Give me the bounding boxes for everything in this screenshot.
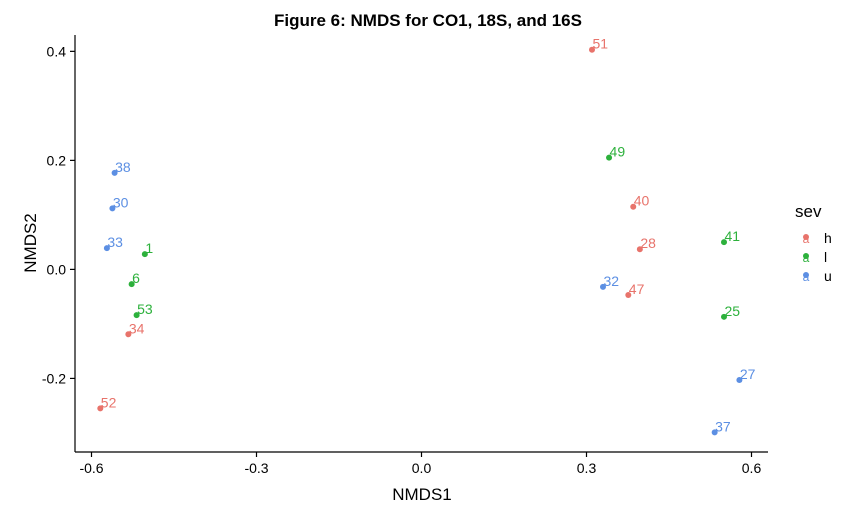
legend-key-dot-h (803, 234, 809, 240)
point-label-49: 49 (610, 144, 626, 160)
point-label-40: 40 (634, 193, 650, 209)
legend-label-h: h (824, 230, 832, 246)
data-point-l-49 (606, 154, 613, 161)
legend-key-dot-u (803, 272, 809, 278)
data-point-u-32 (600, 283, 606, 290)
legend-title: sev (795, 202, 822, 221)
data-point-u-33 (103, 245, 110, 252)
point-label-52: 52 (101, 394, 117, 410)
chart-title: Figure 6: NMDS for CO1, 18S, and 16S (274, 11, 582, 30)
x-tick-label: 0.6 (742, 460, 762, 476)
x-tick-label: 0.3 (577, 460, 597, 476)
x-tick-label: 0.0 (412, 460, 432, 476)
point-label-47: 47 (629, 281, 645, 297)
point-label-27: 27 (740, 366, 756, 382)
legend-key-dot-l (803, 253, 809, 259)
data-point-l-25 (721, 313, 727, 320)
data-point-u-30 (109, 205, 116, 212)
ticks: -0.6 -0.3 0.0 0.3 0.6 -0.2 0.0 0.2 0.4 (42, 43, 762, 476)
data-point-l-1 (141, 251, 148, 258)
x-axis-label: NMDS1 (392, 485, 452, 504)
legend-label-u: u (824, 268, 832, 284)
data-point-l-41 (721, 239, 727, 246)
data-point-u-38 (111, 169, 118, 176)
point-label-37: 37 (715, 418, 731, 434)
axes (74, 35, 768, 453)
point-label-6: 6 (132, 270, 140, 286)
data-point-h-34 (125, 331, 132, 338)
legend: sev ahalau (795, 202, 832, 284)
data-point-h-52 (97, 405, 104, 412)
data-point-h-47 (625, 292, 632, 299)
point-label-32: 32 (604, 273, 620, 289)
data-point-u-37 (711, 429, 718, 436)
point-label-1: 1 (145, 240, 153, 256)
y-tick-label: -0.2 (42, 370, 66, 386)
x-tick-label: -0.3 (244, 460, 268, 476)
legend-label-l: l (824, 249, 827, 265)
point-label-25: 25 (725, 303, 741, 319)
data-point-h-40 (630, 203, 637, 210)
data-point-h-51 (589, 46, 595, 53)
y-tick-label: 0.0 (47, 261, 67, 277)
data-point-u-27 (736, 377, 743, 384)
point-label-51: 51 (593, 36, 609, 52)
data-point-h-28 (636, 246, 643, 253)
point-label-38: 38 (115, 159, 131, 175)
point-label-34: 34 (129, 320, 145, 336)
point-label-53: 53 (137, 301, 153, 317)
point-label-30: 30 (113, 194, 129, 210)
point-label-28: 28 (640, 235, 656, 251)
point-labels: 51 40 28 47 34 52 49 41 25 16 53 38 30 33 32 27 37 (101, 36, 756, 435)
data-point-l-53 (133, 312, 140, 319)
y-tick-label: 0.4 (47, 43, 67, 59)
x-tick-label: -0.6 (79, 460, 103, 476)
y-tick-label: 0.2 (47, 152, 67, 168)
point-label-41: 41 (725, 228, 741, 244)
y-axis-label: NMDS2 (21, 213, 40, 273)
data-point-l-6 (128, 281, 135, 288)
data-points (97, 46, 743, 436)
point-label-33: 33 (107, 234, 123, 250)
